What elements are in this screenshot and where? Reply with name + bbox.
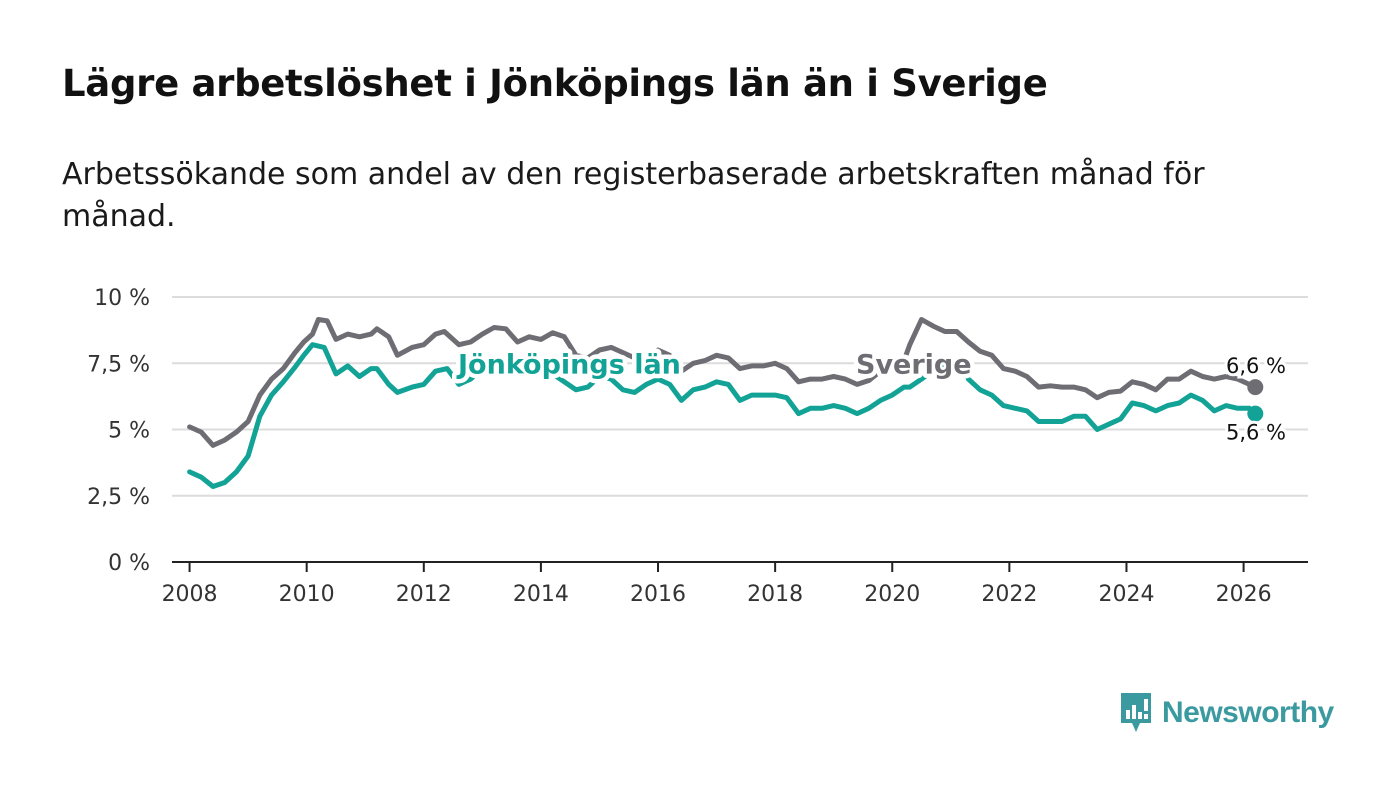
x-tick-label: 2024 (1098, 582, 1154, 607)
end-value-label: 5,6 % (1226, 421, 1286, 445)
series-line-sverige (187, 317, 1258, 448)
chart-title: Lägre arbetslöshet i Jönköpings län än i… (62, 62, 1048, 105)
end-value-label: 6,6 % (1226, 354, 1286, 378)
x-tick-label: 2012 (396, 582, 452, 607)
y-tick-label: 10 % (94, 286, 150, 311)
series-label: Jönköpings län (456, 349, 681, 380)
newsworthy-logo: Newsworthy (1118, 690, 1334, 736)
series-end-point (1247, 405, 1264, 422)
x-tick-label: 2022 (981, 582, 1037, 607)
series-label: Sverige (856, 349, 972, 380)
y-axis-labels: 0 % 2,5 % 5 % 7,5 % 10 % (87, 286, 150, 576)
series-line-jonkopings-lan (187, 342, 1258, 489)
newsworthy-logo-text: Newsworthy (1162, 696, 1334, 729)
x-tick-label: 2010 (279, 582, 335, 607)
x-axis: 2008 2010 2012 2014 2016 2018 2020 2022 2024 2026 (162, 561, 1308, 607)
x-tick-label: 2016 (630, 582, 686, 607)
series-lines (187, 317, 1264, 489)
chart-subtitle: Arbetssökande som andel av den registerb… (62, 157, 1205, 234)
x-tick-label: 2026 (1216, 582, 1272, 607)
x-tick-label: 2014 (513, 582, 569, 607)
y-tick-label: 5 % (108, 419, 150, 444)
y-tick-label: 0 % (108, 551, 150, 576)
y-tick-label: 7,5 % (87, 352, 150, 377)
x-tick-label: 2018 (747, 582, 803, 607)
x-tick-label: 2020 (864, 582, 920, 607)
grid-lines (172, 296, 1308, 497)
series-labels: Jönköpings län Sverige 6,6 % 5,6 % (452, 345, 1290, 448)
x-tick-label: 2008 (162, 582, 218, 607)
y-tick-label: 2,5 % (87, 485, 150, 510)
series-end-point (1247, 379, 1264, 396)
newsworthy-logo-icon (1121, 693, 1151, 732)
